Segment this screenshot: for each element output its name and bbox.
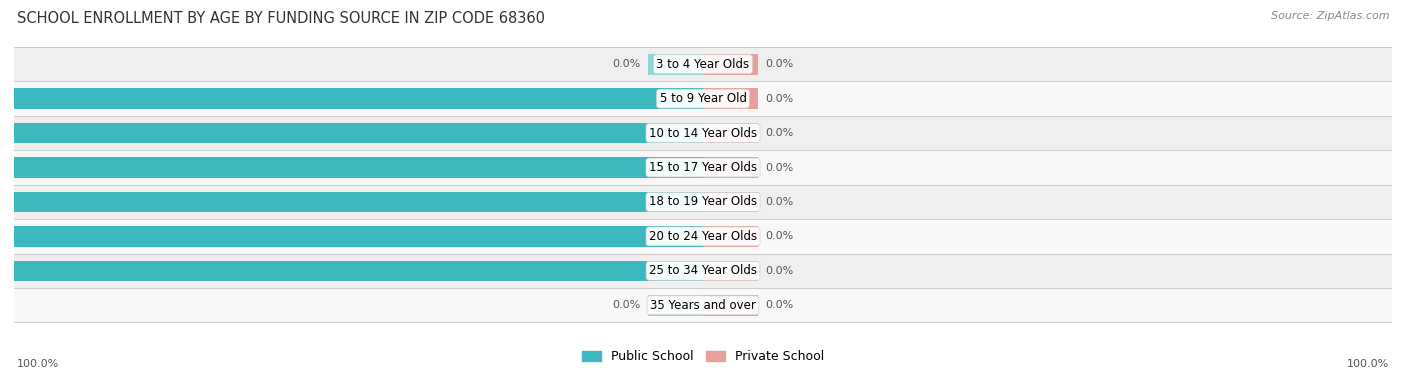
Bar — [14, 81, 1392, 116]
Bar — [703, 295, 758, 316]
Bar — [703, 88, 758, 109]
Bar — [14, 185, 1392, 219]
Text: 0.0%: 0.0% — [765, 197, 793, 207]
Bar — [14, 47, 1392, 81]
Text: SCHOOL ENROLLMENT BY AGE BY FUNDING SOURCE IN ZIP CODE 68360: SCHOOL ENROLLMENT BY AGE BY FUNDING SOUR… — [17, 11, 546, 26]
Text: 35 Years and over: 35 Years and over — [650, 299, 756, 312]
Text: 100.0%: 100.0% — [0, 162, 7, 173]
Text: 100.0%: 100.0% — [1347, 359, 1389, 369]
Text: 0.0%: 0.0% — [765, 300, 793, 310]
Text: 25 to 34 Year Olds: 25 to 34 Year Olds — [650, 264, 756, 277]
Bar — [14, 254, 1392, 288]
Bar — [703, 261, 758, 281]
Text: 100.0%: 100.0% — [0, 128, 7, 138]
Legend: Public School, Private School: Public School, Private School — [576, 345, 830, 368]
Bar — [14, 123, 703, 143]
Text: 5 to 9 Year Old: 5 to 9 Year Old — [659, 92, 747, 105]
Bar — [14, 116, 1392, 150]
Text: 0.0%: 0.0% — [765, 231, 793, 241]
Bar — [703, 54, 758, 75]
Text: 0.0%: 0.0% — [613, 59, 641, 69]
Bar — [703, 157, 758, 178]
Bar — [703, 226, 758, 247]
Text: 0.0%: 0.0% — [765, 93, 793, 104]
Text: 0.0%: 0.0% — [765, 128, 793, 138]
Text: 15 to 17 Year Olds: 15 to 17 Year Olds — [650, 161, 756, 174]
Bar — [14, 226, 703, 247]
Text: 0.0%: 0.0% — [765, 266, 793, 276]
Text: 100.0%: 100.0% — [0, 231, 7, 241]
Text: Source: ZipAtlas.com: Source: ZipAtlas.com — [1271, 11, 1389, 21]
Text: 20 to 24 Year Olds: 20 to 24 Year Olds — [650, 230, 756, 243]
Text: 100.0%: 100.0% — [0, 93, 7, 104]
Bar — [14, 288, 1392, 322]
Text: 3 to 4 Year Olds: 3 to 4 Year Olds — [657, 58, 749, 70]
Text: 0.0%: 0.0% — [613, 300, 641, 310]
Bar — [703, 192, 758, 212]
Text: 100.0%: 100.0% — [0, 266, 7, 276]
Bar — [648, 54, 703, 75]
Bar — [14, 261, 703, 281]
Text: 100.0%: 100.0% — [17, 359, 59, 369]
Bar — [14, 150, 1392, 185]
Text: 10 to 14 Year Olds: 10 to 14 Year Olds — [650, 127, 756, 139]
Text: 18 to 19 Year Olds: 18 to 19 Year Olds — [650, 195, 756, 208]
Bar — [14, 157, 703, 178]
Bar — [703, 123, 758, 143]
Text: 0.0%: 0.0% — [765, 162, 793, 173]
Bar — [648, 295, 703, 316]
Text: 100.0%: 100.0% — [0, 197, 7, 207]
Bar — [14, 192, 703, 212]
Bar — [14, 88, 703, 109]
Bar — [14, 219, 1392, 254]
Text: 0.0%: 0.0% — [765, 59, 793, 69]
